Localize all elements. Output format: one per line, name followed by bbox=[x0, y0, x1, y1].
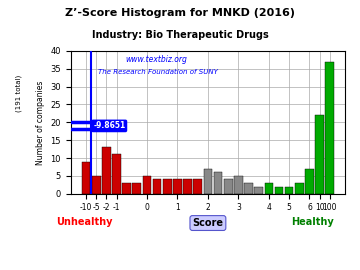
Text: (191 total): (191 total) bbox=[16, 75, 22, 112]
Y-axis label: Number of companies: Number of companies bbox=[36, 80, 45, 164]
Bar bbox=[265, 183, 273, 194]
Bar bbox=[285, 187, 293, 194]
Bar bbox=[204, 169, 212, 194]
Text: www.textbiz.org: www.textbiz.org bbox=[126, 55, 188, 64]
Bar bbox=[214, 172, 222, 194]
Bar bbox=[92, 176, 100, 194]
Bar bbox=[244, 183, 253, 194]
Bar bbox=[255, 187, 263, 194]
Bar bbox=[82, 162, 90, 194]
Bar bbox=[183, 180, 192, 194]
Bar bbox=[132, 183, 141, 194]
Bar bbox=[275, 187, 283, 194]
Bar bbox=[153, 180, 161, 194]
Bar bbox=[305, 169, 314, 194]
Bar bbox=[143, 176, 151, 194]
Bar bbox=[193, 180, 202, 194]
Bar bbox=[163, 180, 172, 194]
Bar bbox=[112, 154, 121, 194]
Bar bbox=[315, 115, 324, 194]
Bar bbox=[224, 180, 233, 194]
Text: Healthy: Healthy bbox=[291, 217, 333, 227]
Bar bbox=[295, 183, 303, 194]
Text: Industry: Bio Therapeutic Drugs: Industry: Bio Therapeutic Drugs bbox=[92, 30, 268, 40]
Bar bbox=[102, 147, 111, 194]
Text: Z’-Score Histogram for MNKD (2016): Z’-Score Histogram for MNKD (2016) bbox=[65, 8, 295, 18]
X-axis label: Score: Score bbox=[192, 218, 224, 228]
Bar bbox=[122, 183, 131, 194]
Text: -9.8651: -9.8651 bbox=[93, 122, 125, 130]
Text: Unhealthy: Unhealthy bbox=[56, 217, 113, 227]
Bar bbox=[325, 62, 334, 194]
Bar bbox=[173, 180, 182, 194]
Text: The Research Foundation of SUNY: The Research Foundation of SUNY bbox=[98, 69, 218, 76]
Bar bbox=[234, 176, 243, 194]
